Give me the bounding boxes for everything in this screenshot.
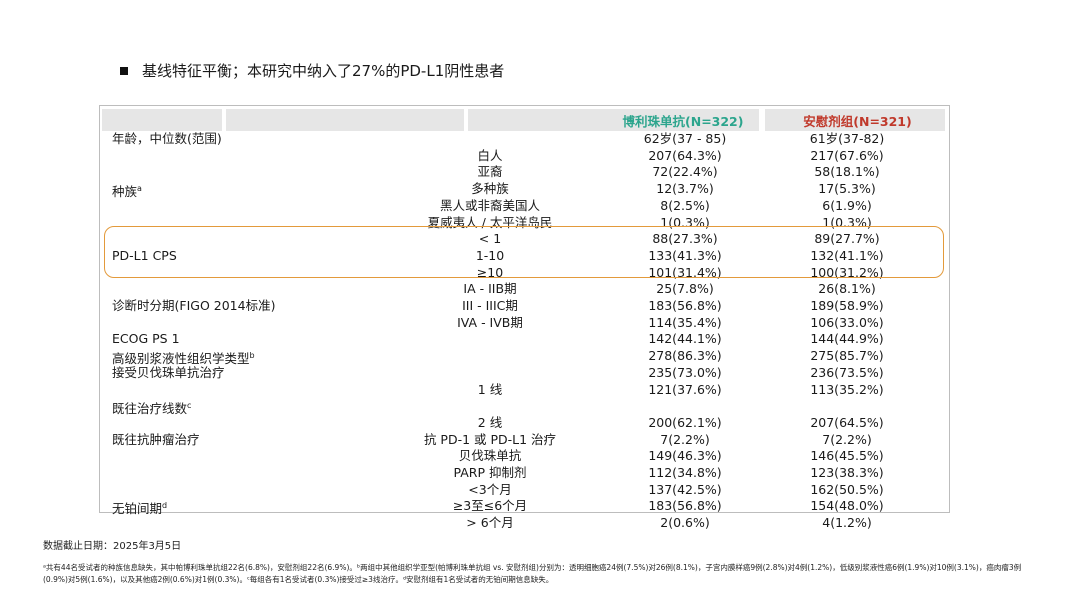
row-label: 接受贝伐珠单抗治疗: [112, 364, 225, 380]
row-sublabel: III - IIIC期: [462, 298, 518, 313]
group2-value: 146(45.5%): [810, 448, 884, 464]
group2-value: 189(58.9%): [810, 298, 884, 313]
row-label: PD-L1 CPS: [112, 247, 177, 263]
group1-value: 121(37.6%): [648, 381, 722, 397]
group1-value: 1(0.3%): [660, 214, 710, 230]
group2-value: 275(85.7%): [810, 348, 884, 364]
group2-value: 113(35.2%): [810, 381, 884, 397]
pdl1-highlight-box: [104, 226, 944, 278]
row-label: 种族a: [112, 184, 142, 200]
group1-value: 142(44.1%): [648, 331, 722, 347]
group1-value: 12(3.7%): [656, 181, 714, 197]
group2-header: 安慰剂组(N=321): [803, 114, 912, 129]
group1-value: 137(42.5%): [648, 481, 722, 497]
group2-value: 132(41.1%): [810, 247, 884, 263]
group2-value: 162(50.5%): [810, 481, 884, 497]
heading-text: 基线特征平衡；本研究中纳入了27%的PD-L1阴性患者: [142, 62, 505, 80]
row-sublabel: PARP 抑制剂: [453, 465, 527, 480]
footnote-marker: d: [162, 501, 168, 511]
footnote-marker: c: [187, 401, 192, 411]
group1-value: 207(64.3%): [648, 147, 722, 163]
row-label: 既往抗肿瘤治疗: [112, 431, 200, 447]
group1-value: 7(2.2%): [660, 431, 710, 447]
group1-value: 101(31.4%): [648, 264, 722, 280]
footnote-marker: b: [249, 351, 255, 361]
group2-value: 26(8.1%): [818, 281, 876, 297]
group2-value: 1(0.3%): [822, 214, 872, 230]
row-sublabel: < 1: [478, 231, 502, 247]
row-sublabel: ≥10: [476, 264, 504, 280]
row-sublabel: 贝伐珠单抗: [458, 448, 522, 464]
row-label: 诊断时分期(FIGO 2014标准): [112, 298, 276, 313]
group2-value: 207(64.5%): [810, 414, 884, 430]
group1-value: 235(73.0%): [648, 364, 722, 380]
group1-value: 112(34.8%): [648, 465, 722, 480]
group2-value: 217(67.6%): [810, 147, 884, 163]
bullet-square-icon: [120, 66, 128, 75]
group2-value: 6(1.9%): [822, 197, 872, 213]
group2-value: 61岁(37-82): [809, 131, 885, 146]
row-sublabel: 抗 PD-1 或 PD-L1 治疗: [423, 431, 557, 447]
slide-heading: 基线特征平衡；本研究中纳入了27%的PD-L1阴性患者: [120, 60, 504, 81]
group2-value: 154(48.0%): [810, 498, 884, 514]
footnote: ᵃ共有44名受试者的种族信息缺失，其中帕博利珠单抗组22名(6.8%)，安慰剂组…: [43, 563, 1022, 584]
row-label: ECOG PS 1: [112, 331, 180, 347]
group1-value: 149(46.3%): [648, 448, 722, 464]
group1-header: 博利珠单抗(N=322): [622, 114, 744, 129]
group2-value: 123(38.3%): [810, 465, 884, 480]
group2-value: 100(31.2%): [810, 264, 884, 280]
row-label: 无铂间期d: [112, 501, 168, 517]
header-cell-group1: [607, 109, 759, 131]
row-sublabel: 1 线: [477, 381, 503, 397]
group1-value: 200(62.1%): [648, 414, 722, 430]
row-sublabel: IVA - IVB期: [457, 314, 523, 330]
group1-value: 25(7.8%): [656, 281, 714, 297]
group1-value: 8(2.5%): [660, 197, 710, 213]
row-sublabel: 黑人或非裔美国人: [439, 197, 540, 213]
group1-value: 62岁(37 - 85): [643, 131, 727, 146]
header-cell-group2: [765, 109, 945, 131]
group1-value: 133(41.3%): [648, 247, 722, 263]
data-cutoff-note: 数据截止日期：2025年3月5日: [43, 541, 182, 552]
row-sublabel: > 6个月: [466, 515, 514, 531]
group2-value: 7(2.2%): [822, 431, 872, 447]
header-cell-blank-1: [102, 109, 222, 131]
group1-value: 183(56.8%): [648, 498, 722, 514]
row-sublabel: ≥3至≤6个月: [452, 498, 528, 514]
row-sublabel: 2 线: [477, 414, 503, 430]
row-label: 年龄，中位数(范围): [112, 131, 222, 146]
baseline-table: 博利珠单抗(N=322) 安慰剂组(N=321) 年龄，中位数(范围) 62岁(3…: [99, 105, 950, 530]
group1-value: 88(27.3%): [652, 231, 718, 247]
row-label: 高级别浆液性组织学类型b: [112, 351, 255, 367]
group2-value: 4(1.2%): [822, 515, 872, 531]
row-sublabel: 多种族: [471, 181, 509, 197]
header-cell-blank-2: [226, 109, 464, 131]
group2-value: 17(5.3%): [818, 181, 876, 197]
row-sublabel: IA - IIB期: [463, 281, 517, 297]
row-sublabel: 1-10: [475, 247, 505, 263]
row-label: 既往治疗线数c: [112, 401, 192, 417]
group1-value: 72(22.4%): [652, 164, 718, 180]
footnote-marker: a: [137, 184, 142, 194]
group1-value: 114(35.4%): [648, 314, 722, 330]
row-sublabel: <3个月: [468, 481, 512, 497]
row-sublabel: 夏威夷人 / 太平洋岛民: [427, 214, 553, 230]
group2-value: 236(73.5%): [810, 364, 884, 380]
group2-value: 89(27.7%): [814, 231, 880, 247]
group2-value: 106(33.0%): [810, 314, 884, 330]
row-sublabel: 亚裔: [477, 164, 503, 180]
group1-value: 183(56.8%): [648, 298, 722, 313]
group1-value: 2(0.6%): [660, 515, 710, 531]
group2-value: 58(18.1%): [814, 164, 880, 180]
group2-value: 144(44.9%): [810, 331, 884, 347]
row-sublabel: 白人: [477, 147, 503, 163]
group1-value: 278(86.3%): [648, 348, 722, 364]
